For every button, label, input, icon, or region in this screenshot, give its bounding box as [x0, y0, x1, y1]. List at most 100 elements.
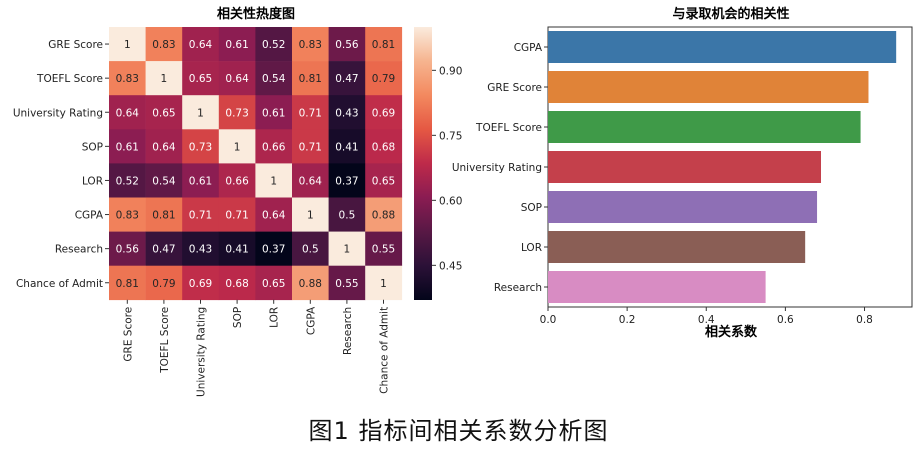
bar: [548, 111, 861, 143]
heatmap-cell-label: 0.65: [262, 278, 285, 290]
bar: [548, 191, 818, 223]
heatmap-chart: 相关性热度图 1 0.83 0.64 0.61 0.52 0.83 0.56 0.810.83…: [13, 6, 913, 397]
heatmap-cell: [218, 265, 256, 301]
heatmap-cell: [292, 129, 329, 164]
heatmap-cell: [255, 265, 293, 301]
heatmap-cell: [109, 197, 146, 232]
heatmap-cell: [292, 95, 329, 130]
heatmap-cell-label: 0.71: [225, 210, 248, 222]
heatmap-cell-label: 0.71: [299, 107, 322, 119]
heatmap-cell-label: 0.61: [225, 39, 248, 51]
heatmap-cell-label: 0.52: [116, 175, 139, 187]
heatmap-cell-label: 0.83: [116, 73, 139, 85]
heatmap-cell: [292, 61, 329, 96]
heatmap-cell-label: 0.88: [372, 210, 395, 222]
heatmap-cell-label: 0.65: [189, 73, 212, 85]
heatmap-cell-label: 0.79: [152, 278, 175, 290]
heatmap-cell-label: 0.54: [262, 73, 286, 85]
heatmap-cell: [328, 95, 366, 130]
bar: [548, 71, 869, 103]
bar: [548, 271, 766, 303]
heatmap-cell: [218, 95, 256, 130]
heatmap-col-label: TOEFL Score: [159, 307, 171, 374]
heatmap-cell-label: 0.68: [225, 278, 248, 290]
heatmap-cell: [255, 95, 293, 130]
heatmap-col-label: GRE Score: [122, 307, 134, 362]
bar-category-label: CGPA: [514, 42, 543, 54]
heatmap-cell: [255, 197, 293, 232]
heatmap-cell-label: 0.47: [335, 73, 358, 85]
heatmap-cell-label: 1: [161, 73, 168, 85]
heatmap-cell-label: 1: [344, 244, 351, 256]
heatmap-cell-label: 1: [197, 107, 204, 119]
bar-x-axis-label: 相关系数: [705, 324, 758, 340]
heatmap-cell: [218, 163, 256, 198]
heatmap-cell: [292, 231, 329, 266]
heatmap-cell: [182, 231, 220, 266]
heatmap-row-label: University Rating: [13, 107, 103, 119]
bar-chart-title: 与录取机会的相关性: [672, 6, 789, 22]
heatmap-cell: [328, 163, 366, 198]
heatmap-cell: [365, 27, 403, 62]
bar-category-label: LOR: [521, 242, 542, 254]
heatmap-cell: [328, 231, 366, 266]
bar-x-tick-label: 0.6: [777, 314, 794, 326]
heatmap-cell: [145, 129, 183, 164]
heatmap-cell: [109, 129, 146, 164]
heatmap-cell-label: 0.52: [262, 39, 285, 51]
heatmap-cell-label: 0.56: [116, 244, 140, 256]
heatmap-cell: [292, 27, 329, 62]
heatmap-cell-label: 0.71: [299, 141, 322, 153]
heatmap-cell-label: 0.47: [152, 244, 175, 256]
heatmap-cell-label: 0.81: [152, 210, 175, 222]
heatmap-cell-label: 0.66: [262, 141, 286, 153]
heatmap-cell-label: 0.83: [152, 39, 175, 51]
heatmap-cell: [328, 27, 366, 62]
heatmap-cell-label: 0.65: [372, 175, 395, 187]
heatmap-cell: [145, 95, 183, 130]
heatmap-cell: [328, 197, 366, 232]
heatmap-cell: [365, 197, 403, 232]
heatmap-cell-label: 1: [124, 39, 131, 51]
heatmap-cell-label: 0.61: [189, 175, 212, 187]
heatmap-cell-label: 0.41: [225, 244, 248, 256]
heatmap-cell: [218, 231, 256, 266]
heatmap-cell-label: 1: [234, 141, 241, 153]
heatmap-cell-label: 0.37: [335, 175, 358, 187]
bar: [548, 231, 806, 263]
bar-x-tick-label: 0.2: [619, 314, 636, 326]
bar-x-tick-label: 0.8: [856, 314, 873, 326]
heatmap-row-label: GRE Score: [48, 39, 103, 51]
heatmap-cell: [328, 129, 366, 164]
heatmap-cell: [182, 265, 220, 301]
bar-category-label: University Rating: [452, 162, 542, 174]
heatmap-cell: [182, 129, 220, 164]
heatmap-col-label: LOR: [269, 307, 281, 328]
heatmap-cell: [255, 129, 293, 164]
heatmap-cell-label: 0.65: [152, 107, 175, 119]
heatmap-cell-label: 0.88: [299, 278, 322, 290]
heatmap-cell: [255, 27, 293, 62]
heatmap-cell: [365, 95, 403, 130]
heatmap-row-label: SOP: [82, 141, 103, 153]
heatmap-cell: [145, 231, 183, 266]
heatmap-cell-label: 0.83: [299, 39, 322, 51]
heatmap-cell: [109, 27, 146, 62]
heatmap-cell-label: 0.81: [116, 278, 139, 290]
heatmap-cell: [109, 265, 146, 301]
heatmap-row-label: Chance of Admit: [16, 278, 103, 290]
heatmap-cell: [145, 61, 183, 96]
heatmap-cell: [255, 61, 293, 96]
colorbar-tick-label: 0.90: [439, 65, 462, 77]
heatmap-cell-label: 0.43: [335, 107, 358, 119]
heatmap-cell: [145, 163, 183, 198]
heatmap-cell: [109, 163, 146, 198]
heatmap-cell-label: 0.61: [262, 107, 285, 119]
heatmap-cell: [182, 163, 220, 198]
heatmap-cell: [182, 95, 220, 130]
heatmap-col-label: University Rating: [196, 307, 208, 397]
heatmap-cell: [145, 265, 183, 301]
heatmap-cell-label: 0.83: [116, 210, 139, 222]
heatmap-cell-label: 0.73: [189, 141, 212, 153]
